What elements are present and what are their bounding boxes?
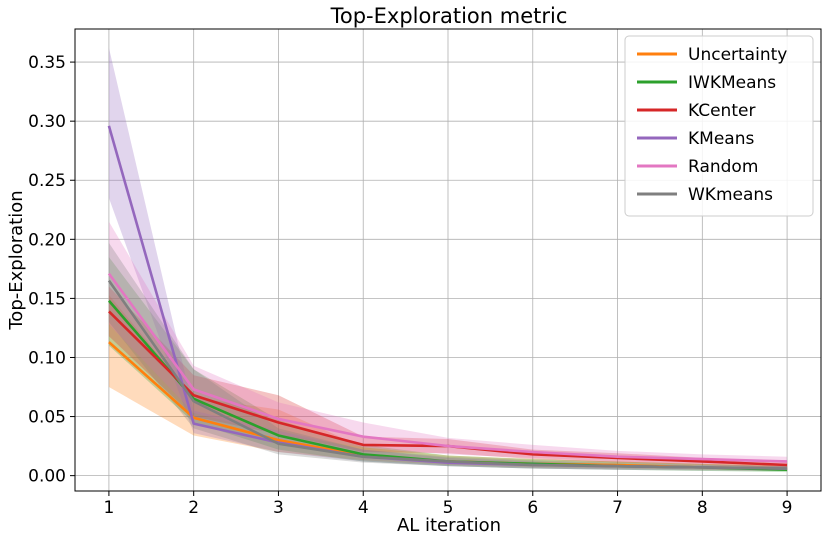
y-tick-label: 0.00 [28, 467, 66, 487]
y-tick-label: 0.20 [28, 230, 66, 250]
x-tick-label: 6 [527, 498, 538, 518]
y-tick-label: 0.15 [28, 289, 66, 309]
y-tick-label: 0.30 [28, 112, 66, 132]
legend-label: Uncertainty [688, 45, 787, 65]
band-uncertainty [108, 294, 788, 471]
y-axis: 0.00 0.05 0.10 0.15 0.20 0.25 0.30 0.35 [28, 53, 75, 487]
legend-label: IWKMeans [688, 73, 776, 93]
y-tick-label: 0.35 [28, 53, 66, 73]
x-axis-label: AL iteration [397, 515, 501, 536]
legend: Uncertainty IWKMeans KCenter KMeans Random WK… [624, 35, 814, 217]
y-tick-label: 0.10 [28, 348, 66, 368]
band-random [108, 221, 788, 466]
legend-label: Random [688, 157, 758, 177]
series-lines [107, 125, 788, 472]
legend-label: KCenter [688, 101, 755, 121]
y-tick-label: 0.25 [28, 171, 66, 191]
x-tick-label: 3 [273, 498, 284, 518]
x-tick-label: 8 [697, 498, 708, 518]
y-axis-label: Top-Exploration [6, 190, 27, 330]
legend-label: KMeans [688, 129, 754, 149]
grid [75, 29, 821, 491]
x-tick-label: 2 [188, 498, 199, 518]
legend-label: WKmeans [688, 185, 773, 205]
line-wkmeans [107, 279, 788, 470]
x-tick-label: 9 [782, 498, 793, 518]
x-tick-label: 4 [358, 498, 369, 518]
x-axis: 1 2 3 4 5 6 7 8 9 [103, 491, 793, 518]
x-tick-label: 7 [612, 498, 623, 518]
x-tick-label: 5 [443, 498, 454, 518]
line-random [107, 272, 788, 463]
y-tick-label: 0.05 [28, 408, 66, 428]
chart-title: Top-Exploration metric [330, 4, 568, 28]
x-tick-label: 1 [103, 498, 114, 518]
